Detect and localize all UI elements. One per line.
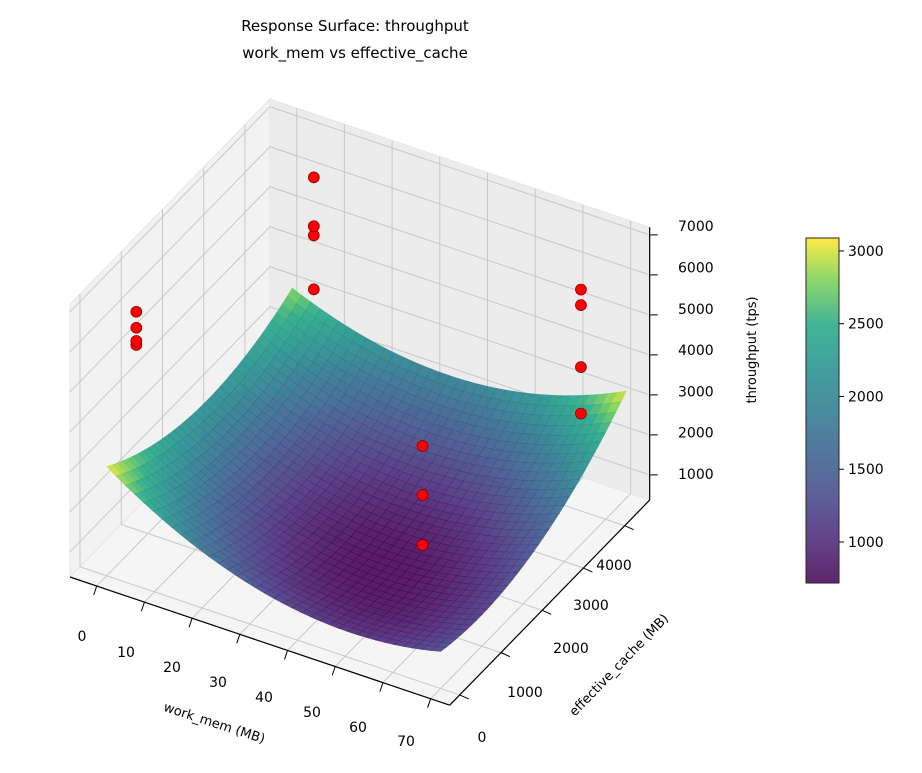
z-gridline [69,306,271,513]
z-gridline [269,146,650,276]
x-tick [379,682,384,692]
chart-subtitle: work_mem vs effective_cache [242,44,468,63]
scatter-point [130,305,143,318]
surface-patch [430,646,447,652]
y-tick [624,525,634,531]
y-tick-label: 0 [478,730,487,746]
z-tick-label: 1000 [678,467,714,483]
z-gridline [69,106,271,313]
scatter-point [416,489,429,501]
x-tick-label: 60 [349,720,367,736]
y-tick [459,694,469,700]
x-tick [284,650,288,660]
y-axis-label: effective_cache (MB) [567,611,672,719]
x-tick-label: 40 [255,690,273,706]
z-axis-label: throughput (tps) [745,296,760,403]
colorbar-tick-label: 2000 [848,389,884,405]
y-tick-label: 1000 [507,685,543,701]
z-tick-label: 4000 [678,343,714,359]
scatter-point [307,171,320,184]
scatter-point [416,440,429,452]
x-tick [140,601,145,612]
colorbar-tick-label: 3000 [848,244,884,260]
z-tick-label: 6000 [678,261,714,277]
surface [106,287,627,652]
z-gridline [69,146,271,353]
x-tick [427,698,432,708]
scatter-point [416,539,429,551]
scatter-point [307,220,320,233]
scatter-point [575,361,587,374]
x-gridline [430,493,631,700]
z-gridline [269,106,650,236]
y-tick-label: 2000 [553,641,589,657]
z-gridline [69,226,271,433]
y-tick [541,609,552,615]
scatter-points [130,171,587,551]
x-axis-line [69,576,450,706]
z-gridline [269,226,650,356]
y-tick [500,652,511,658]
z-gridline [269,266,650,396]
x-tick-label: 20 [163,660,181,676]
x-tick-label: 50 [303,705,321,721]
x-tick [236,634,241,644]
y-axis-line [449,499,651,706]
tick-labels: 0 10 20 30 40 50 60 70 0 1000 2000 3000 4000 1000 2000… [78,219,714,750]
colorbar-tick-label: 2500 [848,317,884,333]
y-gridline [79,566,460,696]
scatter-point [575,407,587,420]
scatter-point [575,283,587,296]
z-tick-label: 2000 [678,426,714,442]
colorbar-tick-label: 1000 [848,535,884,551]
colorbar-gradient [805,237,840,584]
scatter-point [130,321,143,334]
x-axis-label: work_mem (MB) [161,700,266,747]
x-tick [331,666,336,676]
y-tick-label: 3000 [573,598,609,614]
x-tick-label: 10 [117,645,135,661]
scatter-point [307,283,320,296]
z-gridline [69,186,271,393]
z-tick-label: 5000 [678,302,714,318]
x-tick-label: 70 [397,734,415,750]
scatter-point [575,299,587,312]
z-gridline [69,266,271,473]
x-tick-label: 30 [209,675,227,691]
scatter-point [130,335,143,347]
x-tick-label: 0 [78,629,87,645]
z-tick-label: 7000 [678,219,714,235]
chart-title: Response Surface: throughput [241,17,469,35]
y-tick-label: 4000 [596,558,632,574]
x-tick [188,618,193,628]
colorbar-tick-label: 1500 [848,462,884,478]
axis-lines [69,227,658,708]
colorbar: 1000 1500 2000 2500 3000 [805,237,884,584]
z-gridline [269,186,650,316]
x-tick [93,585,98,596]
z-tick-label: 3000 [678,384,714,400]
y-tick [583,567,593,573]
